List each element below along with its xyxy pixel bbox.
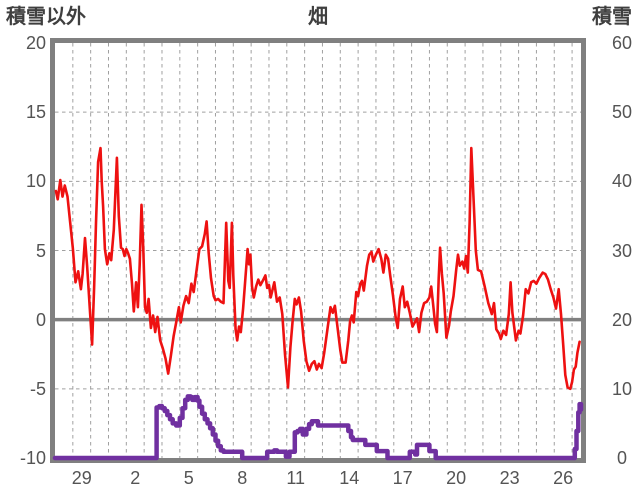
right-axis-tick-label: 10 (611, 378, 633, 399)
x-axis-tick-label: 26 (553, 468, 574, 488)
right-axis-tick-label: 50 (611, 102, 633, 123)
x-axis-tick-label: 29 (71, 468, 92, 488)
right-axis-tick-label: 0 (616, 448, 627, 468)
temperature-line (54, 146, 581, 391)
right-axis-tick-label: 40 (611, 171, 633, 192)
x-axis-tick-label: 17 (392, 468, 413, 488)
x-axis-tick-label: 5 (183, 468, 194, 488)
left-axis-tick-label: 0 (35, 309, 46, 330)
x-axis-tick-label: 14 (339, 468, 360, 488)
x-axis-tick-label: 11 (286, 468, 306, 488)
snow-depth-line (52, 394, 584, 461)
left-axis-tick-label: 15 (25, 102, 46, 123)
right-axis-tick-label: 30 (611, 240, 633, 261)
x-axis-tick-label: 2 (130, 468, 141, 488)
left-axis-title: 積雪以外 (6, 6, 86, 28)
left-axis-tick-label: 20 (25, 33, 46, 53)
right-axis-title: 積雪 (592, 6, 632, 28)
chart-title: 畑 (308, 6, 328, 28)
left-axis-tick-label: 5 (35, 240, 46, 261)
x-axis-tick-label: 23 (499, 468, 520, 488)
right-axis-tick-label: 20 (611, 309, 633, 330)
x-axis-tick-label: 20 (446, 468, 467, 488)
left-axis-tick-label: 10 (25, 171, 46, 192)
x-axis-tick-label: 8 (237, 468, 248, 488)
plot-border (50, 38, 586, 463)
left-axis-tick-label: -5 (29, 378, 46, 399)
right-axis-tick-label: 60 (611, 33, 633, 53)
left-axis-tick-label: -10 (19, 448, 46, 468)
